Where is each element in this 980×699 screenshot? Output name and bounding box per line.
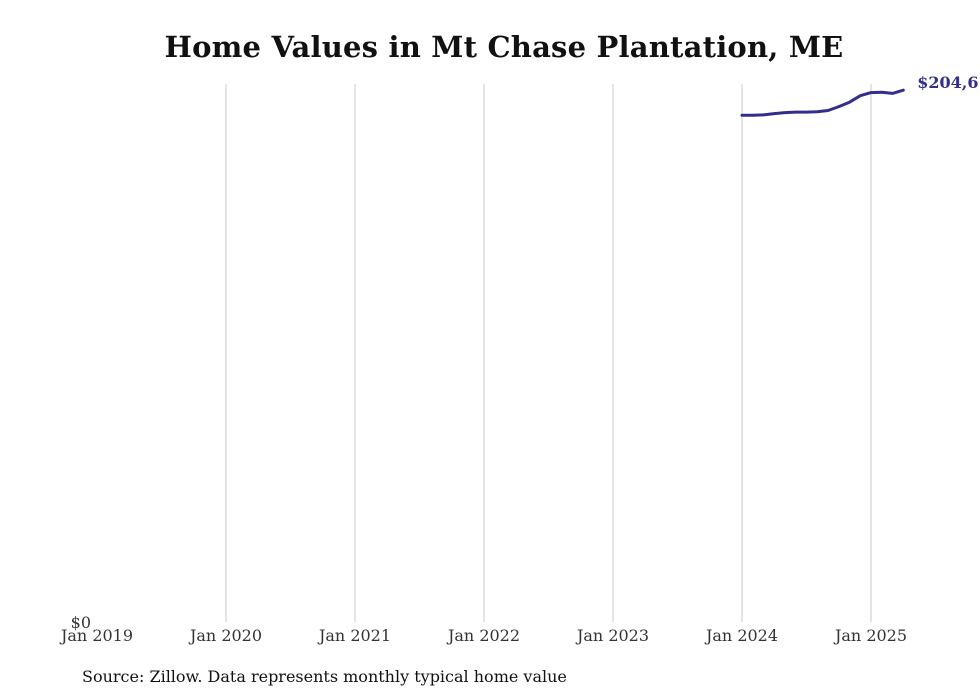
x-tick-label: Jan 2025: [833, 626, 907, 645]
x-axis-ticks: Jan 2019 Jan 2020 Jan 2021 Jan 2022 Jan 2023…: [59, 626, 907, 645]
y-axis-ticks: $0: [71, 613, 91, 632]
source-note: Source: Zillow. Data represents monthly …: [82, 667, 567, 686]
y-tick-label: $0: [71, 613, 91, 632]
x-tick-label: Jan 2021: [317, 626, 391, 645]
end-value-label: $204,6: [917, 73, 978, 92]
chart-title: Home Values in Mt Chase Plantation, ME: [164, 30, 844, 64]
x-tick-label: Jan 2024: [704, 626, 778, 645]
x-tick-label: Jan 2023: [575, 626, 649, 645]
x-tick-label: Jan 2022: [446, 626, 520, 645]
series-line: [740, 88, 905, 117]
end-labels: $204,6: [917, 73, 978, 92]
gridlines: [225, 84, 872, 622]
series: [740, 88, 905, 117]
x-tick-label: Jan 2020: [188, 626, 262, 645]
x-tick-label: Jan 2019: [59, 626, 133, 645]
